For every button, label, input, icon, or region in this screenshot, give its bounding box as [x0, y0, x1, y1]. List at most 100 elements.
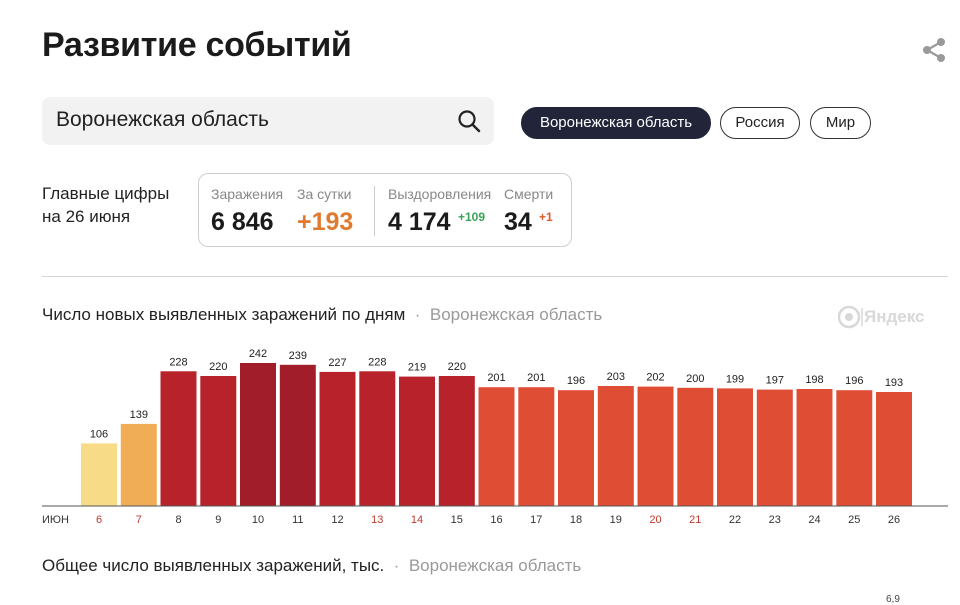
- daily-value: +193: [297, 208, 354, 236]
- daily-label: За сутки: [297, 186, 352, 202]
- bar-6[interactable]: [81, 443, 117, 506]
- bar-value-label: 203: [607, 371, 625, 383]
- bar-value-label: 139: [130, 409, 148, 421]
- summary-label-line1: Главные цифры: [42, 184, 170, 203]
- infections-value: 6 846: [211, 208, 274, 236]
- recovered-label: Выздоровления: [388, 186, 492, 202]
- x-tick-label: 17: [530, 514, 542, 526]
- x-tick-label: 13: [371, 514, 383, 526]
- x-tick-label: 22: [729, 514, 741, 526]
- summary-stats-card: Заражения 6 846 За сутки +193 Выздоровле…: [198, 173, 572, 247]
- bar-21[interactable]: [677, 387, 714, 506]
- chart-region: Воронежская область: [429, 305, 603, 324]
- bar-value-label: 228: [169, 356, 187, 368]
- x-tick-label: 6: [96, 514, 102, 526]
- x-tick-label: 8: [175, 514, 181, 526]
- bar-8[interactable]: [160, 371, 197, 506]
- x-tick-label: 12: [331, 514, 343, 526]
- x-tick-label: 24: [808, 514, 820, 526]
- search-icon[interactable]: [456, 108, 482, 134]
- bar-23[interactable]: [756, 389, 793, 506]
- chart-title-text: Число новых выявленных заражений по дням: [42, 305, 406, 324]
- bar-11[interactable]: [279, 364, 316, 506]
- title-separator-dot: ·: [410, 305, 426, 324]
- x-tick-label: 20: [649, 514, 661, 526]
- section-divider: [42, 276, 948, 277]
- x-tick-label: 14: [411, 514, 423, 526]
- x-tick-label: 19: [610, 514, 622, 526]
- x-tick-label: 11: [292, 514, 303, 526]
- recovered-delta: +109: [458, 210, 486, 224]
- bar-value-label: 242: [249, 348, 267, 360]
- bar-value-label: 196: [567, 375, 585, 387]
- bar-value-label: 106: [90, 428, 108, 440]
- bar-value-label: 220: [448, 361, 466, 373]
- bottom-chart-title: Общее число выявленных заражений, тыс. ·…: [42, 556, 581, 576]
- bar-value-label: 228: [368, 356, 386, 368]
- bottom-chart-title-text: Общее число выявленных заражений, тыс.: [42, 556, 385, 575]
- chip-voronezh-region[interactable]: Воронежская область: [521, 107, 711, 139]
- region-search-input[interactable]: Воронежская область: [42, 97, 494, 145]
- bottom-chart-top-tick: 6,9: [886, 594, 900, 605]
- bar-24[interactable]: [796, 389, 833, 506]
- bar-14[interactable]: [399, 376, 435, 506]
- bar-16[interactable]: [478, 387, 515, 506]
- bar-value-label: 219: [408, 362, 426, 374]
- yandex-logo-icon: [838, 305, 863, 329]
- bar-value-label: 198: [805, 374, 823, 386]
- bar-value-label: 199: [726, 373, 744, 385]
- month-label: ИЮН: [42, 514, 69, 526]
- bar-13[interactable]: [359, 371, 396, 506]
- bar-18[interactable]: [558, 390, 594, 506]
- bar-26[interactable]: [876, 392, 912, 506]
- share-icon[interactable]: [920, 36, 948, 64]
- summary-label-line2: на 26 июня: [42, 207, 131, 226]
- x-tick-label: 21: [689, 514, 701, 526]
- x-tick-label: 26: [888, 514, 900, 526]
- infections-label: Заражения: [211, 186, 284, 202]
- bar-10[interactable]: [240, 363, 276, 506]
- yandex-logo-text: Яндекс: [864, 307, 925, 326]
- x-tick-label: 15: [451, 514, 463, 526]
- deaths-value: 34: [504, 208, 532, 236]
- page-title: Развитие событий: [42, 26, 352, 64]
- bar-9[interactable]: [200, 376, 237, 506]
- x-tick-label: 18: [570, 514, 582, 526]
- x-tick-label: 16: [490, 514, 502, 526]
- bar-value-label: 201: [527, 372, 545, 384]
- bar-7[interactable]: [120, 423, 157, 506]
- bar-value-label: 196: [845, 375, 863, 387]
- bar-value-label: 193: [885, 377, 903, 389]
- x-tick-label: 10: [252, 514, 264, 526]
- bar-value-label: 197: [766, 375, 784, 387]
- bar-20[interactable]: [637, 386, 674, 506]
- bar-value-label: 201: [487, 372, 505, 384]
- bar-value-label: 202: [646, 372, 664, 384]
- bar-15[interactable]: [438, 376, 475, 506]
- bar-value-label: 227: [328, 357, 346, 369]
- stats-divider: [374, 186, 375, 236]
- bar-value-label: 200: [686, 373, 704, 385]
- x-tick-label: 7: [136, 514, 142, 526]
- daily-infections-chart: ИЮН 106 6 139 7 228 8 220 9 242 10 239 11 227 12 228 13…: [42, 348, 948, 526]
- search-value: Воронежская область: [56, 108, 269, 131]
- bar-value-label: 239: [289, 350, 307, 362]
- bar-22[interactable]: [717, 388, 753, 506]
- x-tick-label: 23: [769, 514, 781, 526]
- deaths-label: Смерти: [504, 186, 554, 202]
- x-tick-label: 25: [848, 514, 860, 526]
- bar-17[interactable]: [518, 387, 555, 506]
- deaths-delta: +1: [539, 210, 553, 224]
- bottom-title-separator-dot: ·: [389, 556, 405, 575]
- bar-25[interactable]: [836, 390, 873, 506]
- bar-12[interactable]: [319, 371, 356, 506]
- chart-title: Число новых выявленных заражений по дням…: [42, 305, 602, 325]
- chip-world[interactable]: Мир: [810, 107, 871, 139]
- x-tick-label: 9: [215, 514, 221, 526]
- bottom-chart-region: Воронежская область: [408, 556, 582, 575]
- summary-label: Главные цифры на 26 июня: [42, 182, 169, 228]
- chip-russia[interactable]: Россия: [720, 107, 800, 139]
- recovered-value: 4 174: [388, 208, 451, 236]
- bar-value-label: 220: [209, 361, 227, 373]
- bar-19[interactable]: [597, 386, 634, 506]
